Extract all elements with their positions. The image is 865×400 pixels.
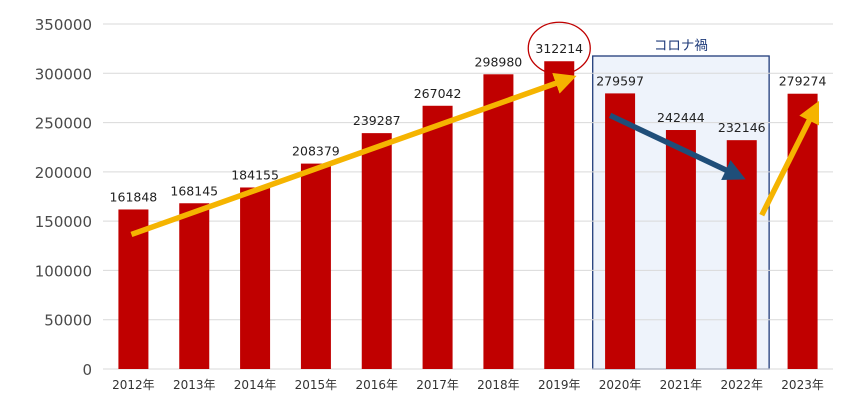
x-tick-label: 2015年 [295, 378, 338, 392]
bar [300, 163, 331, 369]
y-tick-label: 0 [82, 361, 92, 379]
data-label: 168145 [170, 183, 218, 198]
bar [179, 203, 210, 369]
x-tick-label: 2020年 [599, 378, 642, 392]
trend-arrow-up [130, 72, 577, 238]
x-tick-label: 2014年 [234, 378, 277, 392]
bar [361, 133, 392, 369]
y-tick-label: 50000 [44, 312, 92, 330]
data-label: 232146 [718, 120, 766, 135]
bar [605, 93, 636, 369]
data-label: 279597 [596, 73, 644, 88]
x-tick-label: 2012年 [112, 378, 155, 392]
bar [240, 187, 271, 369]
bar [544, 61, 575, 369]
bar [422, 105, 453, 369]
y-tick-label: 200000 [35, 164, 92, 182]
data-label: 298980 [475, 54, 523, 69]
x-tick-label: 2022年 [720, 378, 763, 392]
highlight-label: コロナ禍 [654, 38, 708, 54]
y-tick-label: 250000 [35, 115, 92, 133]
data-label: 242444 [657, 110, 705, 125]
data-label: 239287 [353, 113, 401, 128]
bar [665, 130, 696, 369]
y-tick-label: 100000 [35, 262, 92, 280]
x-tick-label: 2016年 [355, 378, 398, 392]
trend-arrow-up [759, 100, 820, 217]
x-tick-label: 2017年 [416, 378, 459, 392]
data-label: 267042 [414, 86, 462, 101]
trend-arrow-down [608, 112, 746, 180]
x-tick-label: 2013年 [173, 378, 216, 392]
x-tick-label: 2021年 [660, 378, 703, 392]
data-label: 184155 [231, 167, 279, 182]
data-label: 208379 [292, 144, 340, 159]
y-tick-label: 150000 [35, 213, 92, 231]
y-tick-label: 300000 [35, 65, 92, 83]
bar [483, 74, 514, 370]
data-label: 312214 [535, 41, 583, 56]
y-tick-label: 350000 [35, 16, 92, 34]
data-label: 161848 [110, 189, 158, 204]
data-label: 279274 [779, 74, 827, 89]
x-tick-label: 2019年 [538, 378, 581, 392]
x-tick-label: 2018年 [477, 378, 520, 392]
x-tick-label: 2023年 [781, 378, 824, 392]
